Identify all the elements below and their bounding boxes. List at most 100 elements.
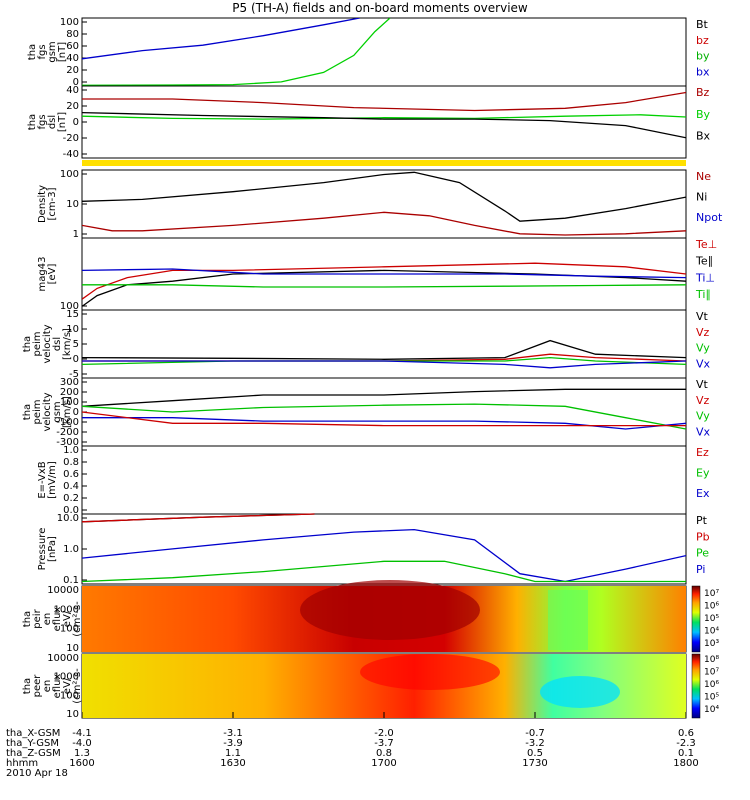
y-axis-label: peim — [32, 331, 43, 356]
series-line-Bz — [82, 91, 686, 112]
x-axis-value: -3.9 — [223, 738, 243, 749]
colorbar-tick-label: 10⁶ — [704, 602, 719, 612]
electron-colorbar-labels: 10⁸ 10⁷ 10⁶ 10⁵ 10⁴ — [704, 655, 719, 715]
y-axis-label: eV/ — [62, 677, 73, 694]
legend-entry: Pt — [696, 514, 708, 527]
y-axis-label: [km/s] — [62, 396, 73, 428]
y-tick-label: -100 — [56, 417, 79, 428]
legend-entry: Bt — [696, 18, 709, 31]
x-axis-value: -4.0 — [72, 738, 92, 749]
panel-8: 10.0 1.0 0.1 Pressure [nPa] Pt Pb Pe Pi — [37, 513, 710, 586]
y-axis-label: [mV/m] — [47, 461, 58, 499]
y-axis-label: mag43 — [37, 257, 48, 292]
legend-entry: Pe — [696, 547, 709, 560]
colorbar-tick-label: 10⁵ — [704, 614, 719, 624]
series-line-Pe — [82, 560, 686, 583]
y-tick-label: 0 — [73, 407, 79, 418]
y-tick-label: 1.0 — [63, 544, 79, 555]
x-axis-row-label: hhmm — [6, 758, 38, 769]
series-line-Bx — [82, 111, 686, 139]
legend-entry: Vt — [696, 310, 709, 323]
y-tick-label: -200 — [56, 427, 79, 438]
y-axis-label: dsl — [52, 337, 63, 351]
series-line-Pb — [82, 513, 315, 523]
colorbar-tick-label: 10³ — [704, 639, 719, 649]
y-tick-label: 1 — [73, 229, 79, 240]
y-axis-label: peim — [32, 399, 43, 424]
y-axis-label: tha — [22, 336, 33, 352]
series-line-Ti∥ — [82, 284, 686, 288]
panel-3: 100 10 1 Density [cm-3] Ne Ni Npot — [37, 169, 723, 240]
series-line-Vz — [82, 411, 686, 427]
y-tick-label: 20 — [66, 65, 79, 76]
ion-spectrogram — [82, 580, 686, 652]
colorbar-tick-label: 10⁵ — [704, 693, 719, 703]
x-axis-value: 1700 — [371, 758, 396, 769]
legend-entry: Vx — [696, 357, 711, 370]
x-axis-value: -4.1 — [72, 728, 92, 739]
legend-entry: Ti∥ — [695, 288, 711, 301]
y-tick-label: 40 — [66, 85, 79, 96]
electron-colorbar — [691, 653, 701, 719]
legend-entry: Vx — [696, 425, 711, 438]
x-axis-row-label: tha_Z-GSM — [6, 748, 61, 759]
y-axis-label: [nT] — [57, 112, 68, 132]
y-axis-label: fgs — [37, 114, 48, 129]
legend-entry: Ez — [696, 446, 709, 459]
x-axis-value: 0.5 — [527, 748, 543, 759]
series-line-Ti⊥ — [82, 268, 686, 279]
legend-entry: Vz — [696, 326, 710, 339]
y-tick-label: 0.2 — [63, 493, 79, 504]
series-line-Vx — [82, 417, 686, 430]
legend-entry: Ni — [696, 191, 707, 204]
x-axis-value: -3.7 — [374, 738, 394, 749]
y-tick-label: 1000 — [54, 604, 79, 615]
y-tick-label: 0.4 — [63, 481, 79, 492]
colorbar-tick-label: 10⁷ — [704, 589, 719, 599]
y-tick-label: 10000 — [47, 585, 79, 596]
y-tick-label: 0.1 — [63, 575, 79, 586]
legend-entry: Ti⊥ — [695, 271, 715, 284]
series-line-Ni — [82, 171, 686, 222]
x-axis-value: 1600 — [69, 758, 94, 769]
colorbar-tick-label: 10⁴ — [704, 627, 719, 637]
y-tick-label: 10.0 — [57, 513, 79, 524]
legend-entry: Npot — [696, 211, 723, 224]
panel-7: 1.00.80.60.40.20.0 E=-VxB [mV/m] Ez Ey Ex — [37, 445, 710, 516]
y-axis-label: en — [42, 613, 53, 626]
y-tick-label: 200 — [60, 387, 79, 398]
y-tick-label: 10000 — [47, 653, 79, 664]
x-axis-value: 0.6 — [678, 728, 694, 739]
y-axis-label: [nPa] — [47, 536, 58, 562]
y-axis-label: gsm — [47, 41, 58, 62]
y-tick-label: 10 — [66, 643, 79, 654]
x-axis-row-label: tha_Y-GSM — [6, 738, 59, 749]
y-tick-label: 100 — [60, 17, 79, 28]
colorbar-tick-label: 10⁷ — [704, 668, 719, 678]
y-tick-label: 300 — [60, 377, 79, 388]
y-tick-label: -40 — [63, 149, 79, 160]
series-line-Vx — [82, 360, 686, 369]
y-axis-label: gsm — [52, 401, 63, 422]
x-axis-value: -2.3 — [676, 738, 696, 749]
series-line-bx — [82, 18, 360, 60]
y-axis-label: tha — [22, 404, 33, 420]
y-axis-label: Pressure — [37, 528, 48, 571]
y-axis-label: en — [42, 680, 53, 693]
y-axis-label: peer — [32, 674, 43, 698]
y-axis-label: [km/s] — [62, 328, 73, 360]
legend-entry: Vy — [696, 342, 710, 355]
y-axis-label: velocity — [42, 324, 53, 363]
y-axis-label: (cm²-s- — [72, 668, 83, 704]
y-axis-label: eV/ — [62, 610, 73, 627]
y-tick-label: 100 — [60, 690, 79, 701]
x-axis-value: -0.7 — [525, 728, 545, 739]
y-axis-label: eflux — [52, 674, 63, 699]
ion-colorbar-labels: 10⁷ 10⁶ 10⁵ 10⁴ 10³ — [704, 589, 719, 649]
legend-entry: Bz — [696, 86, 710, 99]
y-axis-label: E=-VxB — [37, 461, 48, 498]
